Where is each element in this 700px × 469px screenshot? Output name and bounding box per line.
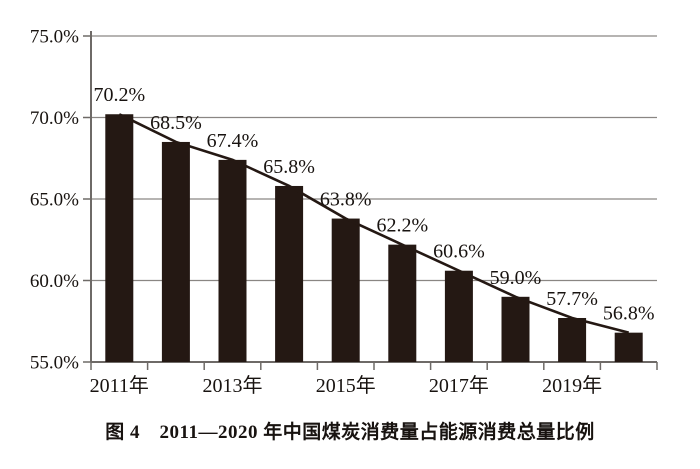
data-label-2015年: 63.8% [320,189,372,211]
bars [105,114,643,363]
x-tick-label-2011年: 2011年 [90,374,149,397]
bar-2019年 [558,317,587,362]
x-tick-label-2013年: 2013年 [203,374,263,397]
y-tick-label-70: 70.0% [30,108,79,129]
bar-2011年 [105,114,134,363]
figure-caption: 图 4 2011—2020 年中国煤炭消费量占能源消费总量比例 [105,422,595,443]
data-label-2013年: 67.4% [207,130,259,152]
data-label-2016年: 62.2% [376,215,428,237]
trend-polyline [118,113,630,334]
y-tick-label-75: 75.0% [30,27,79,48]
bar-2016年 [388,244,417,362]
x-tick-label-2019年: 2019年 [542,374,602,397]
y-tick-label-65: 65.0% [30,190,79,211]
bar-2013年 [218,159,247,362]
bar-2017年 [444,270,473,362]
x-tick-label-2015年: 2015年 [316,374,376,397]
bar-2018年 [501,296,530,362]
y-tick-label-55: 55.0% [30,353,79,374]
data-labels: 70.2%68.5%67.4%65.8%63.8%62.2%60.6%59.0%… [93,84,654,324]
bar-2012年 [161,141,190,362]
coal-share-bar-chart: 70.2%68.5%67.4%65.8%63.8%62.2%60.6%59.0%… [30,27,658,397]
data-label-2012年: 68.5% [150,112,202,134]
data-label-2011年: 70.2% [93,84,145,106]
x-tick-label-2017年: 2017年 [429,374,489,397]
x-tick-labels: 2011年 2013年 2015年 2017年 2019年 [90,374,602,397]
data-label-2019年: 57.7% [546,288,598,310]
y-tick-labels: 75.0% 70.0% 65.0% 60.0% 55.0% [30,27,79,374]
axis-ticks [83,35,658,370]
bar-2020年 [614,332,643,362]
bar-2015年 [331,218,360,362]
trend-line [118,113,630,334]
data-label-2014年: 65.8% [263,156,315,178]
data-label-2020年: 56.8% [603,303,655,325]
y-tick-label-60: 60.0% [30,271,79,292]
bar-2014年 [275,185,304,362]
data-label-2018年: 59.0% [490,267,542,289]
data-label-2017年: 60.6% [433,241,485,263]
